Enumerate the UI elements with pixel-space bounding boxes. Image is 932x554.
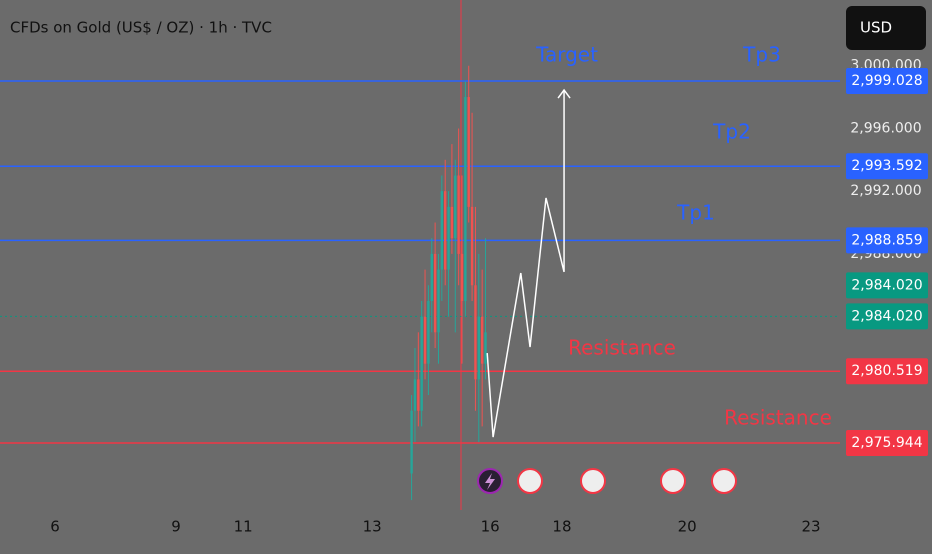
candle-body xyxy=(474,285,477,380)
candle-body xyxy=(464,97,467,301)
candle-body xyxy=(470,206,474,286)
candle-body xyxy=(480,316,484,364)
price-badge xyxy=(846,153,928,180)
price-badge-label: 2,988.859 xyxy=(851,232,922,248)
candle-body xyxy=(413,379,417,411)
price-badge-label: 2,999.028 xyxy=(851,73,922,89)
candle-body xyxy=(440,191,444,270)
price-badge xyxy=(846,429,928,456)
annotation: Resistance xyxy=(568,336,676,360)
event-icon[interactable] xyxy=(517,468,543,494)
candle-body xyxy=(430,253,433,301)
candle-body xyxy=(450,206,454,239)
annotation: Tp2 xyxy=(712,120,751,144)
price-badge-label: 2,980.519 xyxy=(851,363,922,379)
candle-body xyxy=(447,206,450,270)
price-badge xyxy=(846,67,928,94)
candle-body xyxy=(460,253,464,301)
x-tick-label: 9 xyxy=(171,518,181,536)
currency-label[interactable]: USD xyxy=(860,19,892,37)
x-tick-label: 6 xyxy=(50,518,60,536)
event-icon[interactable] xyxy=(660,468,686,494)
candle-body xyxy=(423,316,427,364)
x-tick-label: 16 xyxy=(481,518,500,536)
arrow-head xyxy=(557,88,571,99)
candle-body xyxy=(437,269,440,333)
price-badge-label: 2,984.020 xyxy=(851,277,922,293)
y-tick-label: 2,996.000 xyxy=(850,120,921,136)
price-badge-label: 2,984.020 xyxy=(851,308,922,324)
price-badge xyxy=(846,272,928,299)
candle-body xyxy=(477,316,480,380)
x-tick-label: 18 xyxy=(552,518,571,536)
candle-body xyxy=(467,97,470,207)
projection xyxy=(486,90,565,438)
annotation: Tp1 xyxy=(676,201,715,225)
candle-body xyxy=(427,300,430,364)
candle-body xyxy=(484,332,487,364)
annotation: Tp3 xyxy=(742,43,781,67)
x-tick-label: 13 xyxy=(363,518,382,536)
price-badge xyxy=(846,303,928,330)
x-tick-label: 20 xyxy=(678,518,697,536)
candle-body xyxy=(454,175,457,239)
price-badge xyxy=(846,358,928,385)
event-icon[interactable] xyxy=(711,468,737,494)
events xyxy=(477,468,737,494)
chart-title: CFDs on Gold (US$ / OZ) · 1h · TVC xyxy=(10,19,272,37)
price-badge xyxy=(846,227,928,254)
price-badge-label: 2,975.944 xyxy=(851,435,922,451)
candle-body xyxy=(457,175,460,254)
candle-body xyxy=(420,316,423,411)
bolt xyxy=(485,473,495,490)
currency-button[interactable] xyxy=(846,6,926,50)
annotation: Resistance xyxy=(724,406,832,430)
x-tick-label: 11 xyxy=(234,518,253,536)
candle-body xyxy=(417,379,420,411)
event-icon[interactable] xyxy=(580,468,606,494)
candle-body xyxy=(433,253,437,333)
y-tick-label: 2,992.000 xyxy=(850,183,921,199)
candle-body xyxy=(444,191,447,270)
annotation: Target xyxy=(535,43,598,67)
price-badge-label: 2,993.592 xyxy=(851,158,922,174)
candle-body xyxy=(410,410,413,474)
x-tick-label: 23 xyxy=(801,518,820,536)
